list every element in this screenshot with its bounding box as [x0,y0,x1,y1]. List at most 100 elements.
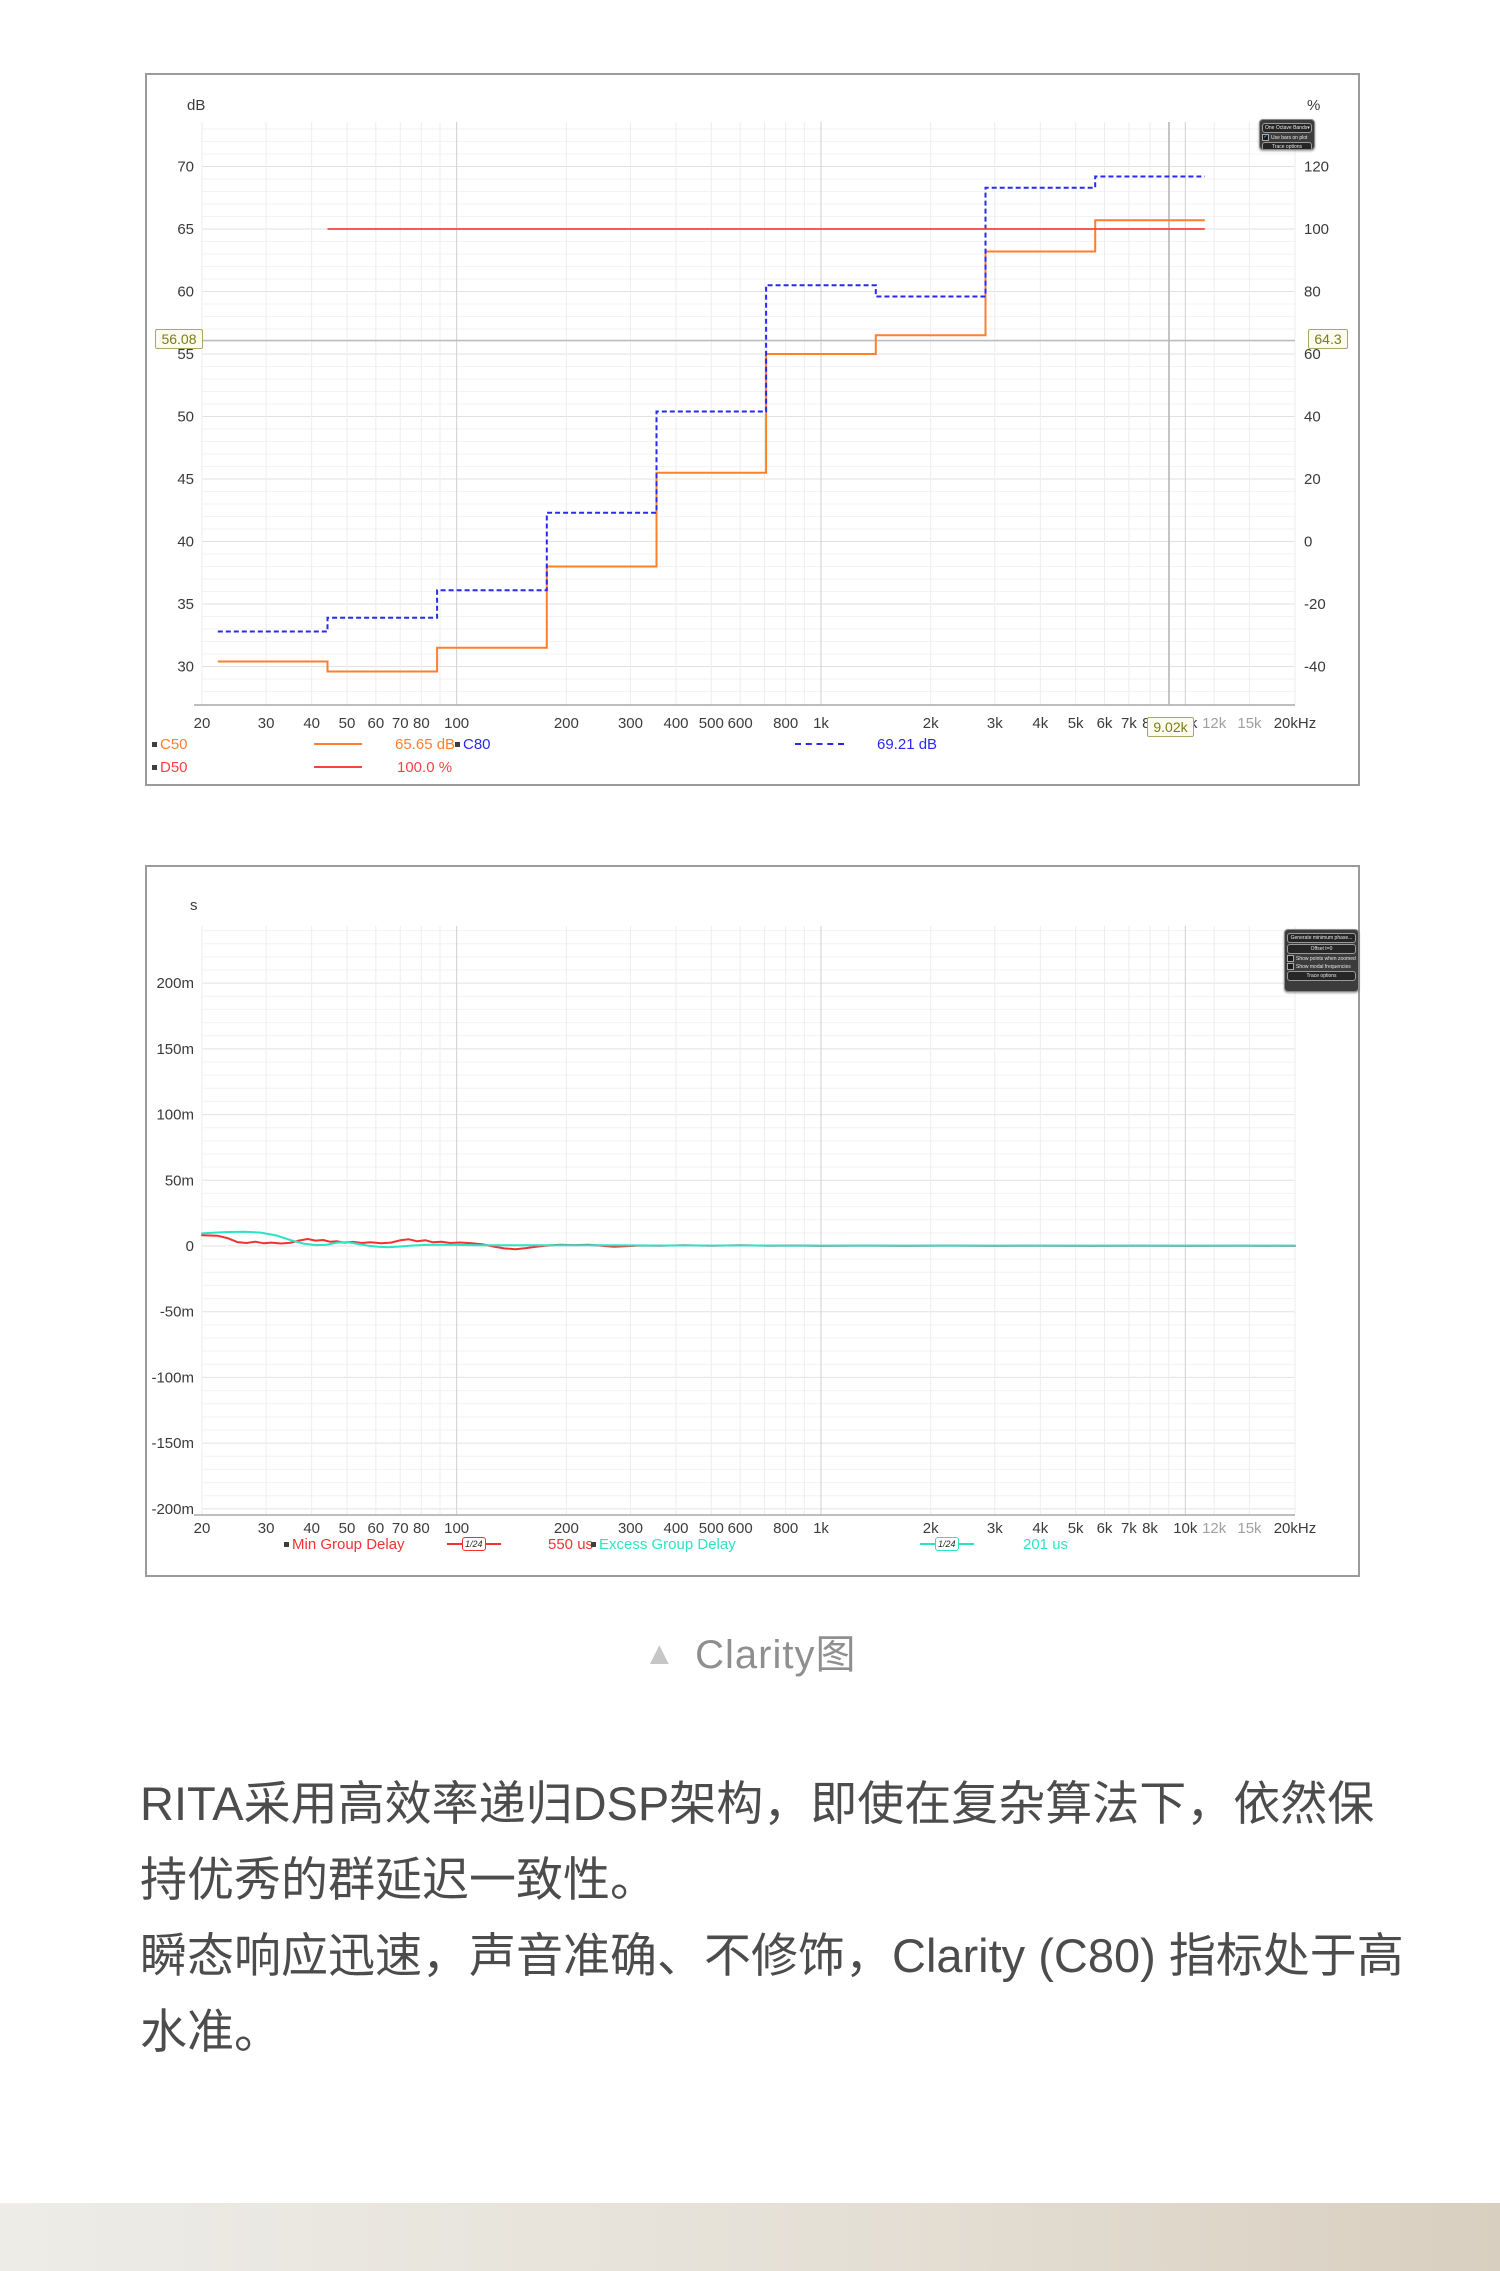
chevron-down-icon: ▾ [1307,125,1310,131]
offset-t0-button[interactable]: Offset t=0 [1287,944,1356,954]
x-tick-label: 100 [444,715,469,732]
use-bars-checkbox[interactable]: ✓ Use bars on plot [1262,134,1312,141]
y-tick-label: 100m [156,1107,194,1124]
x-tick-label: 600 [728,715,753,732]
cursor-db-readout: 56.08 [155,329,203,349]
x-tick-label: 70 [392,1520,409,1537]
x-tick-label: 300 [618,1520,643,1537]
y-left-unit-label: dB [187,97,206,114]
x-tick-label: 80 [413,1520,430,1537]
checkbox-icon: ✓ [1262,134,1269,141]
x-tick-label: 2k [923,1520,939,1537]
x-tick-label: 8k [1142,1520,1158,1537]
x-tick-label: 800 [773,715,798,732]
x-tick-label: 5k [1068,715,1084,732]
y-right-tick-label: 0 [1304,534,1312,551]
x-tick-label: 10k [1173,1520,1198,1537]
figure-caption: ▲ Clarity图 [0,1622,1500,1680]
cursor-frequency-readout: 9.02k [1147,717,1194,737]
y-tick-label: 50m [165,1172,194,1189]
y-right-tick-label: -40 [1304,659,1326,676]
x-tick-label: 200 [554,715,579,732]
trace-options-button[interactable]: Trace options [1287,971,1356,981]
y-right-tick-label: 20 [1304,471,1321,488]
x-tick-label: 600 [728,1520,753,1537]
x-tick-label: 20kHz [1274,1520,1317,1537]
y-left-tick-label: 35 [177,596,194,613]
y-right-tick-label: 80 [1304,284,1321,301]
trace-c50 [217,219,1205,673]
trace-min-group-delay [201,1234,1296,1251]
x-tick-label: 3k [987,715,1003,732]
x-tick-label: 30 [258,715,275,732]
y-right-tick-label: -20 [1304,596,1326,613]
y-right-tick-label: 60 [1304,346,1321,363]
x-tick-label: 3k [987,1520,1003,1537]
y-tick-label: -200m [151,1501,194,1518]
x-tick-label: 400 [663,715,688,732]
x-tick-label: 200 [554,1520,579,1537]
x-tick-label: 60 [367,1520,384,1537]
x-tick-label: 50 [339,1520,356,1537]
x-tick-label: 30 [258,1520,275,1537]
x-tick-label: 20 [194,715,211,732]
x-tick-label: 100 [444,1520,469,1537]
y-tick-label: -150m [151,1435,194,1452]
checkbox-label: Show modal frequencies [1296,963,1351,970]
x-tick-label: 4k [1032,1520,1048,1537]
body-paragraph-1: RITA采用高效率递归DSP架构，即使在复杂算法下，依然保持优秀的群延迟一致性。 [140,1777,1375,1906]
trace-options-button[interactable]: Trace options [1262,142,1312,149]
x-tick-label: 60 [367,715,384,732]
y-left-tick-label: 45 [177,471,194,488]
y-unit-label: s [190,897,198,914]
y-left-tick-label: 40 [177,534,194,551]
y-right-tick-label: 120 [1304,159,1329,176]
group-delay-panel: Generate minimum phase... Offset t=0 Sho… [1284,929,1359,992]
x-tick-label: 2k [923,715,939,732]
x-tick-label: 500 [699,715,724,732]
x-tick-label: 7k [1121,1520,1137,1537]
show-points-checkbox[interactable]: Show points when zoomed in [1287,955,1356,962]
x-tick-label: 12k [1202,715,1227,732]
generate-minimum-phase-button[interactable]: Generate minimum phase... [1287,933,1356,943]
x-tick-label: 20 [194,1520,211,1537]
x-tick-label: 7k [1121,715,1137,732]
x-tick-label: 50 [339,715,356,732]
y-left-tick-label: 65 [177,221,194,238]
y-tick-label: 0 [186,1238,194,1255]
triangle-icon: ▲ [643,1635,676,1671]
x-tick-label: 12k [1202,1520,1227,1537]
checkbox-label: Show points when zoomed in [1296,955,1356,962]
y-right-unit-label: % [1307,97,1321,114]
x-tick-label: 500 [699,1520,724,1537]
x-tick-label: 400 [663,1520,688,1537]
x-tick-label: 1k [813,715,829,732]
octave-bands-panel: One Octave Bands ▾ ✓ Use bars on plot Tr… [1259,119,1315,150]
x-tick-label: 5k [1068,1520,1084,1537]
y-left-tick-label: 55 [177,346,194,363]
checkbox-label: Use bars on plot [1271,134,1308,141]
cursor-percent-readout: 64.3 [1308,329,1348,349]
grid [194,926,1296,1516]
x-tick-label: 6k [1097,715,1113,732]
y-left-tick-label: 50 [177,409,194,426]
checkbox-icon [1287,963,1294,970]
clarity-chart-card: 30 35 40 45 50 55 60 65 70 -40 -20 0 20 40 60 80 100 120 2… [145,73,1360,786]
x-tick-label: 40 [303,1520,320,1537]
x-tick-labels: 20 30 40 50 60 70 80 100 200 300 400 500 600 800 1k 2k 3… [194,1520,1317,1537]
x-tick-label: 20kHz [1274,715,1317,732]
y-left-tick-label: 60 [177,284,194,301]
x-tick-label: 4k [1032,715,1048,732]
checkbox-icon [1287,955,1294,962]
clarity-plot[interactable]: 30 35 40 45 50 55 60 65 70 -40 -20 0 20 40 60 80 100 120 2… [147,75,1358,784]
x-tick-label: 15k [1237,1520,1262,1537]
x-tick-label: 6k [1097,1520,1113,1537]
y-tick-label: 150m [156,1041,194,1058]
octave-bands-dropdown[interactable]: One Octave Bands ▾ [1262,123,1312,133]
x-tick-label: 1k [813,1520,829,1537]
body-paragraph-2: 瞬态响应迅速，声音准确、不修饰，Clarity (C80) 指标处于高水准。 [140,1929,1404,2058]
y-right-tick-label: 100 [1304,221,1329,238]
show-modal-frequencies-checkbox[interactable]: Show modal frequencies [1287,963,1356,970]
